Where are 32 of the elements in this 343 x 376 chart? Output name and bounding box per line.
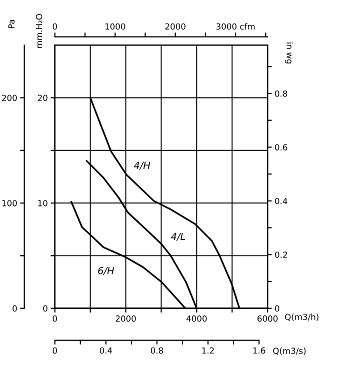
x-axis-title: Q(m3/h) (285, 314, 318, 322)
y2-tick-label: 0.4 (275, 198, 288, 204)
text: 0 (52, 347, 57, 354)
text: 0.8 (150, 347, 164, 354)
y2-tick-label: 0 (275, 305, 280, 312)
x-tick-label: 6000 (258, 315, 278, 322)
y3-tick-label: 0 (12, 305, 17, 312)
annotation: 6/H (98, 266, 114, 276)
text: 1.6 (253, 347, 266, 354)
y-tick-label: 10 (38, 200, 48, 206)
y2-axis-title: in wg (284, 42, 294, 64)
y2-tick-label: 0.2 (275, 252, 287, 258)
y3-tick-label: 100 (2, 200, 17, 206)
text: 0.4 (100, 347, 112, 354)
y3-axis-title: Pa (8, 20, 15, 28)
annotation: 4/H (134, 162, 150, 170)
annotation: 4/L (170, 232, 186, 241)
y2-tick-label: 0.6 (275, 144, 288, 150)
x-tick-label: 4000 (186, 315, 207, 322)
x2-tick-label: 3000 cfm (216, 23, 255, 30)
x2-tick-label: 0 (52, 23, 57, 30)
y-tick-label: 0 (43, 305, 48, 312)
y3-tick-label: 200 (2, 94, 17, 102)
x2-tick-label: 1000 (105, 23, 126, 30)
x-tick-label: 0 (52, 315, 57, 322)
x2-tick-label: 2000 (165, 23, 186, 30)
text: Q(m3/s) (273, 348, 306, 355)
y-axis-title: mm.H₂O (36, 14, 42, 48)
text: 1.2 (202, 347, 214, 354)
y-tick-label: 20 (38, 94, 48, 102)
x-tick-label: 2000 (116, 315, 136, 322)
y2-tick-label: 0.8 (275, 90, 288, 97)
